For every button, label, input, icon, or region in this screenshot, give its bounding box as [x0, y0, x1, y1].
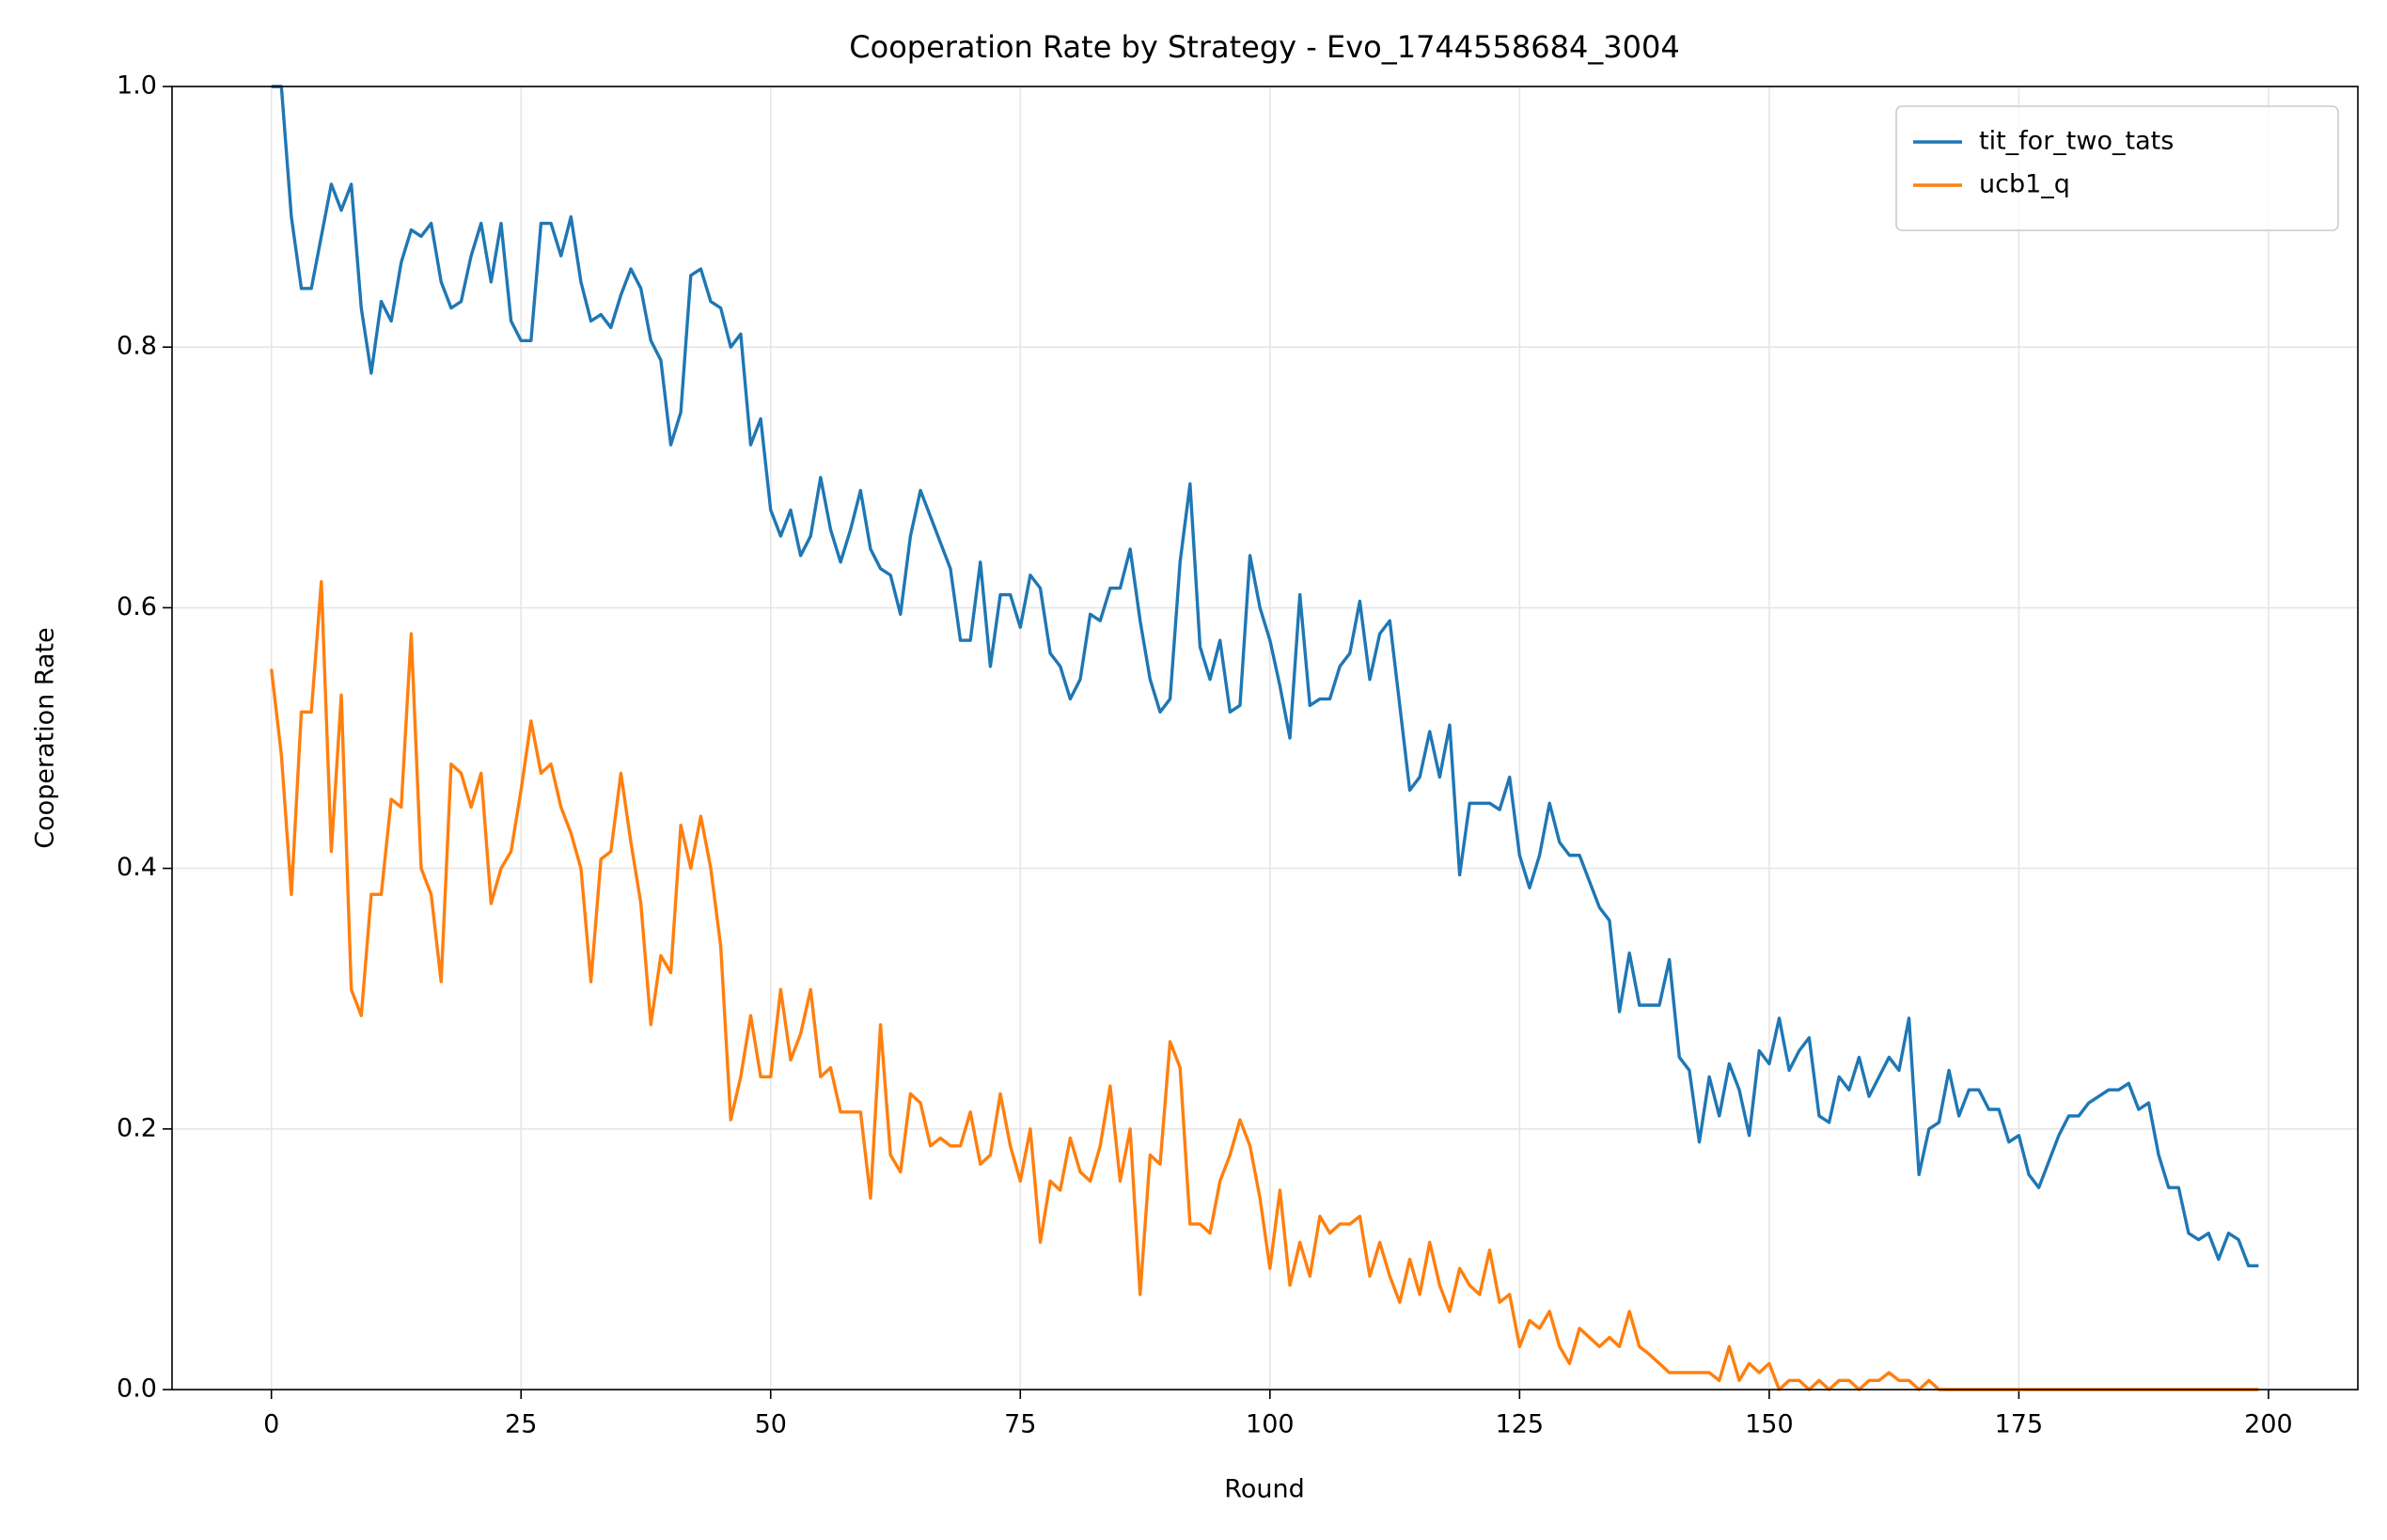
chart-title: Cooperation Rate by Strategy - Evo_17445…	[849, 29, 1679, 65]
y-tick-label: 0.8	[117, 332, 157, 361]
x-tick-label: 125	[1496, 1410, 1545, 1439]
x-tick-label: 150	[1745, 1410, 1794, 1439]
x-tick-label: 175	[1995, 1410, 2044, 1439]
y-tick-label: 0.4	[117, 853, 157, 882]
series-line	[271, 85, 2259, 1268]
plot-frame	[171, 86, 2359, 1391]
y-tick-label: 1.0	[117, 71, 157, 101]
x-tick-label: 0	[263, 1410, 279, 1439]
legend-label: tit_for_two_tats	[1979, 127, 2174, 156]
y-tick-label: 0.6	[117, 592, 157, 621]
y-tick-label: 0.2	[117, 1113, 157, 1142]
y-tick-label: 0.0	[117, 1375, 157, 1404]
x-tick-label: 100	[1246, 1410, 1295, 1439]
x-tick-label: 25	[505, 1410, 537, 1439]
x-tick-label: 75	[1004, 1410, 1036, 1439]
x-tick-label: 50	[755, 1410, 787, 1439]
legend-box	[1895, 105, 2339, 231]
x-tick-label: 200	[2244, 1410, 2293, 1439]
series-line	[269, 579, 2259, 1391]
x-axis-label: Round	[1224, 1475, 1304, 1504]
y-axis-label: Cooperation Rate	[31, 627, 60, 849]
legend-label: ucb1_q	[1979, 170, 2070, 199]
